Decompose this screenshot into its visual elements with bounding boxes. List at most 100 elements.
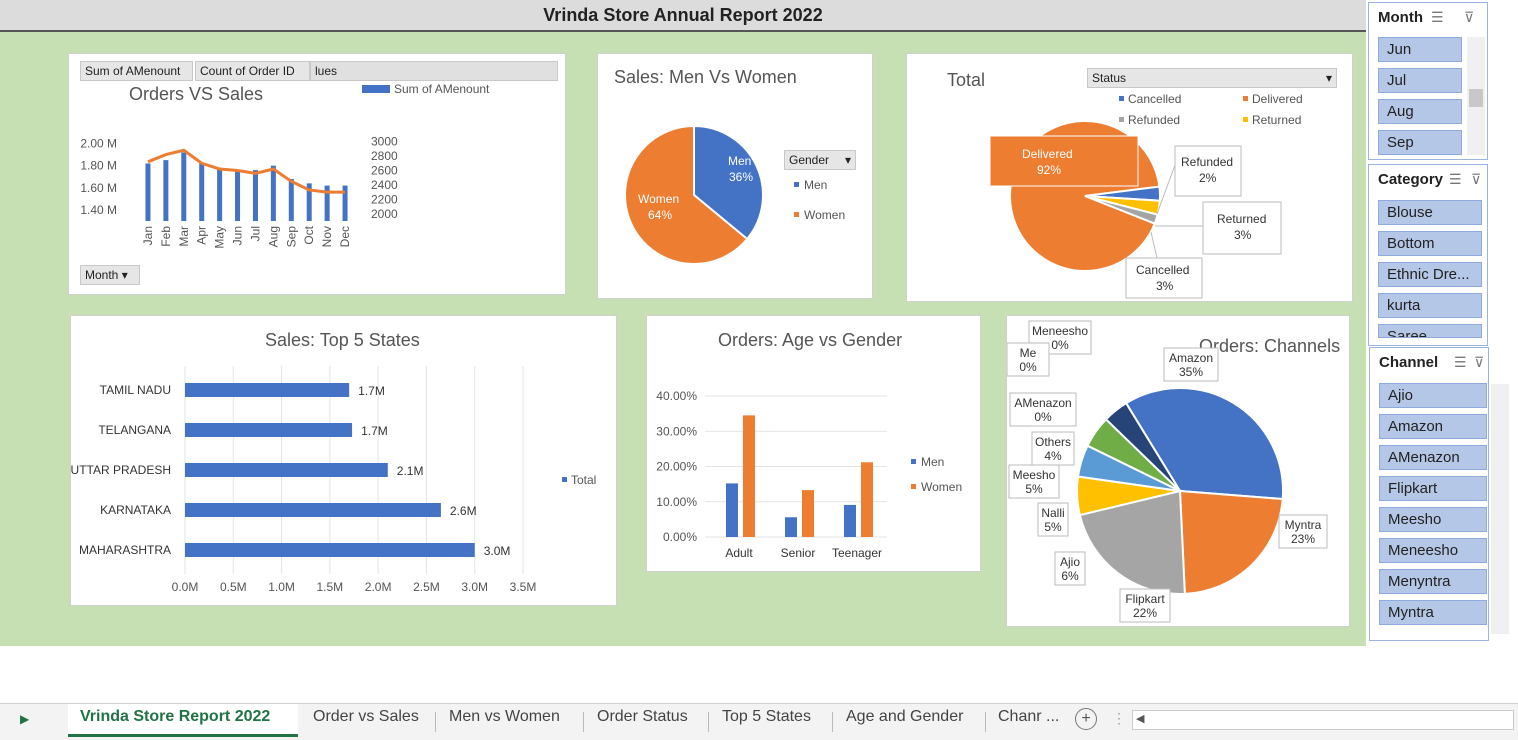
sales-bar xyxy=(199,163,205,221)
channel-slicer-scrollbar[interactable] xyxy=(1491,384,1509,634)
legend-women: Women xyxy=(921,480,962,494)
sales-bar xyxy=(306,183,312,221)
men-pct: 36% xyxy=(729,170,753,184)
multi-select-icon[interactable]: ☰ xyxy=(1449,171,1462,187)
channel-label-box xyxy=(1031,431,1075,466)
status-title: Total xyxy=(947,70,986,90)
month-tick: Jan xyxy=(141,226,155,245)
scroll-tabs-icon[interactable]: ▶ xyxy=(20,712,30,726)
legend-label: Sum of AMenount xyxy=(394,82,490,96)
channel-item-myntra[interactable]: Myntra xyxy=(1379,600,1487,625)
sales-bar xyxy=(342,185,348,221)
women-pct: 64% xyxy=(648,208,672,222)
category-item-bottom[interactable]: Bottom xyxy=(1378,231,1482,256)
y-tick: 20.00% xyxy=(656,460,697,474)
channel-label-box xyxy=(1008,464,1060,499)
channel-item-menyntra[interactable]: Menyntra xyxy=(1379,569,1487,594)
clear-filter-icon[interactable]: ⊽ xyxy=(1474,354,1485,370)
pivot-values-button[interactable]: lues xyxy=(310,61,558,81)
tab-age-and-gender[interactable]: Age and Gender xyxy=(846,708,964,725)
legend-men: Men xyxy=(804,178,827,192)
y-right-tick: 2600 xyxy=(371,163,398,177)
multi-select-icon[interactable]: ☰ xyxy=(1431,9,1444,25)
channel-label-box xyxy=(1119,588,1171,623)
pivot-count-orders-button[interactable]: Count of Order ID xyxy=(195,61,310,81)
legend-women: Women xyxy=(804,208,845,222)
channel-label-name: Meesho xyxy=(1013,468,1056,482)
status-filter-button[interactable]: Status ▾ xyxy=(1087,68,1337,88)
category-label: Adult xyxy=(725,546,753,560)
cancelled-label: Cancelled xyxy=(1136,263,1189,277)
tab-channels[interactable]: Chanr ... xyxy=(998,708,1060,725)
tab-order-vs-sales[interactable]: Order vs Sales xyxy=(313,708,419,725)
sales-bar xyxy=(163,160,169,221)
month-tick: Feb xyxy=(159,226,173,247)
y-tick: 40.00% xyxy=(656,389,697,403)
legend-swatch-men xyxy=(794,182,799,187)
category-item-kurta[interactable]: kurta xyxy=(1378,293,1482,318)
tab-top-5-states[interactable]: Top 5 States xyxy=(722,708,811,725)
month-slicer-scrollbar[interactable] xyxy=(1467,37,1485,155)
women-label: Women xyxy=(638,192,679,206)
value-label: 2.1M xyxy=(397,464,424,478)
month-tick: Apr xyxy=(195,226,209,245)
category-slicer[interactable]: Category ☰ ⊽ Blouse Bottom Ethnic Dre...… xyxy=(1368,164,1488,346)
splitter-handle-icon[interactable]: ⋮ xyxy=(1112,710,1126,726)
tab-vrinda-store-report[interactable]: Vrinda Store Report 2022 xyxy=(68,704,298,737)
sales-bar xyxy=(288,178,294,221)
category-item-blouse[interactable]: Blouse xyxy=(1378,200,1482,225)
legend-total: Total xyxy=(571,473,596,487)
age-gender-title: Orders: Age vs Gender xyxy=(718,330,903,350)
y-tick: 0.00% xyxy=(663,530,697,544)
status-pie: Cancelled Delivered Refunded Returned De… xyxy=(989,92,1303,299)
legend-men: Men xyxy=(921,455,944,469)
category-label: Senior xyxy=(781,546,816,560)
channel-label-name: Meneesho xyxy=(1032,324,1088,338)
category-item-saree[interactable]: Saree xyxy=(1378,324,1482,338)
state-label: MAHARASHTRA xyxy=(79,543,171,557)
month-tick: Sep xyxy=(284,226,298,248)
channel-item-amazon[interactable]: Amazon xyxy=(1379,414,1487,439)
channel-label-name: AMenazon xyxy=(1014,396,1071,410)
clear-filter-icon[interactable]: ⊽ xyxy=(1464,9,1475,25)
month-tick: Mar xyxy=(177,226,191,247)
legend-swatch xyxy=(562,477,567,482)
multi-select-icon[interactable]: ☰ xyxy=(1454,354,1467,370)
month-item-sep[interactable]: Sep xyxy=(1378,130,1462,155)
pivot-sum-amount-button[interactable]: Sum of AMenount xyxy=(80,61,193,81)
tab-men-vs-women[interactable]: Men vs Women xyxy=(449,708,560,725)
category-item-ethnic[interactable]: Ethnic Dre... xyxy=(1378,262,1482,287)
month-item-jul[interactable]: Jul xyxy=(1378,68,1462,93)
month-slicer[interactable]: Month ☰ ⊽ Jun Jul Aug Sep xyxy=(1368,2,1488,160)
state-label: TELANGANA xyxy=(98,423,171,437)
sales-bar xyxy=(235,170,241,221)
channel-label-pct: 6% xyxy=(1061,569,1079,583)
legend-delivered: Delivered xyxy=(1252,92,1303,106)
delivered-pct: 92% xyxy=(1037,163,1061,177)
channel-label-pct: 4% xyxy=(1044,449,1062,463)
channel-item-ajio[interactable]: Ajio xyxy=(1379,383,1487,408)
month-item-aug[interactable]: Aug xyxy=(1378,99,1462,124)
age-gender-chart: 40.00% 30.00% 20.00% 10.00% 0.00% Adult Senior… xyxy=(656,389,962,560)
channel-item-flipkart[interactable]: Flipkart xyxy=(1379,476,1487,501)
delivered-label: Delivered xyxy=(1022,147,1073,161)
channel-slicer[interactable]: Channel ☰ ⊽ Ajio Amazon AMenazon Flipkart Me… xyxy=(1369,347,1509,641)
y-right-tick: 2800 xyxy=(371,149,398,163)
channel-label-box xyxy=(1009,392,1077,427)
returned-label: Returned xyxy=(1217,212,1266,226)
value-label: 1.7M xyxy=(361,424,388,438)
age-gender-card: Orders: Age vs Gender 40.00% 30.00% 20.00%… xyxy=(646,315,981,572)
add-sheet-icon[interactable]: + xyxy=(1075,708,1097,730)
pivot-month-button[interactable]: Month ▾ xyxy=(80,265,140,285)
clear-filter-icon[interactable]: ⊽ xyxy=(1471,171,1482,187)
month-item-jun[interactable]: Jun xyxy=(1378,37,1462,62)
pie-slice-others xyxy=(1104,401,1181,492)
channel-item-meneesho[interactable]: Meneesho xyxy=(1379,538,1487,563)
scroll-left-icon[interactable]: ◀ xyxy=(1136,713,1145,725)
tab-order-status[interactable]: Order Status xyxy=(597,708,688,725)
channel-item-amenazon[interactable]: AMenazon xyxy=(1379,445,1487,470)
channel-label-name: Others xyxy=(1035,435,1071,449)
channel-item-meesho[interactable]: Meesho xyxy=(1379,507,1487,532)
horizontal-scrollbar[interactable]: ◀ xyxy=(1132,710,1514,730)
gender-filter-button[interactable]: Gender ▾ xyxy=(784,150,856,170)
